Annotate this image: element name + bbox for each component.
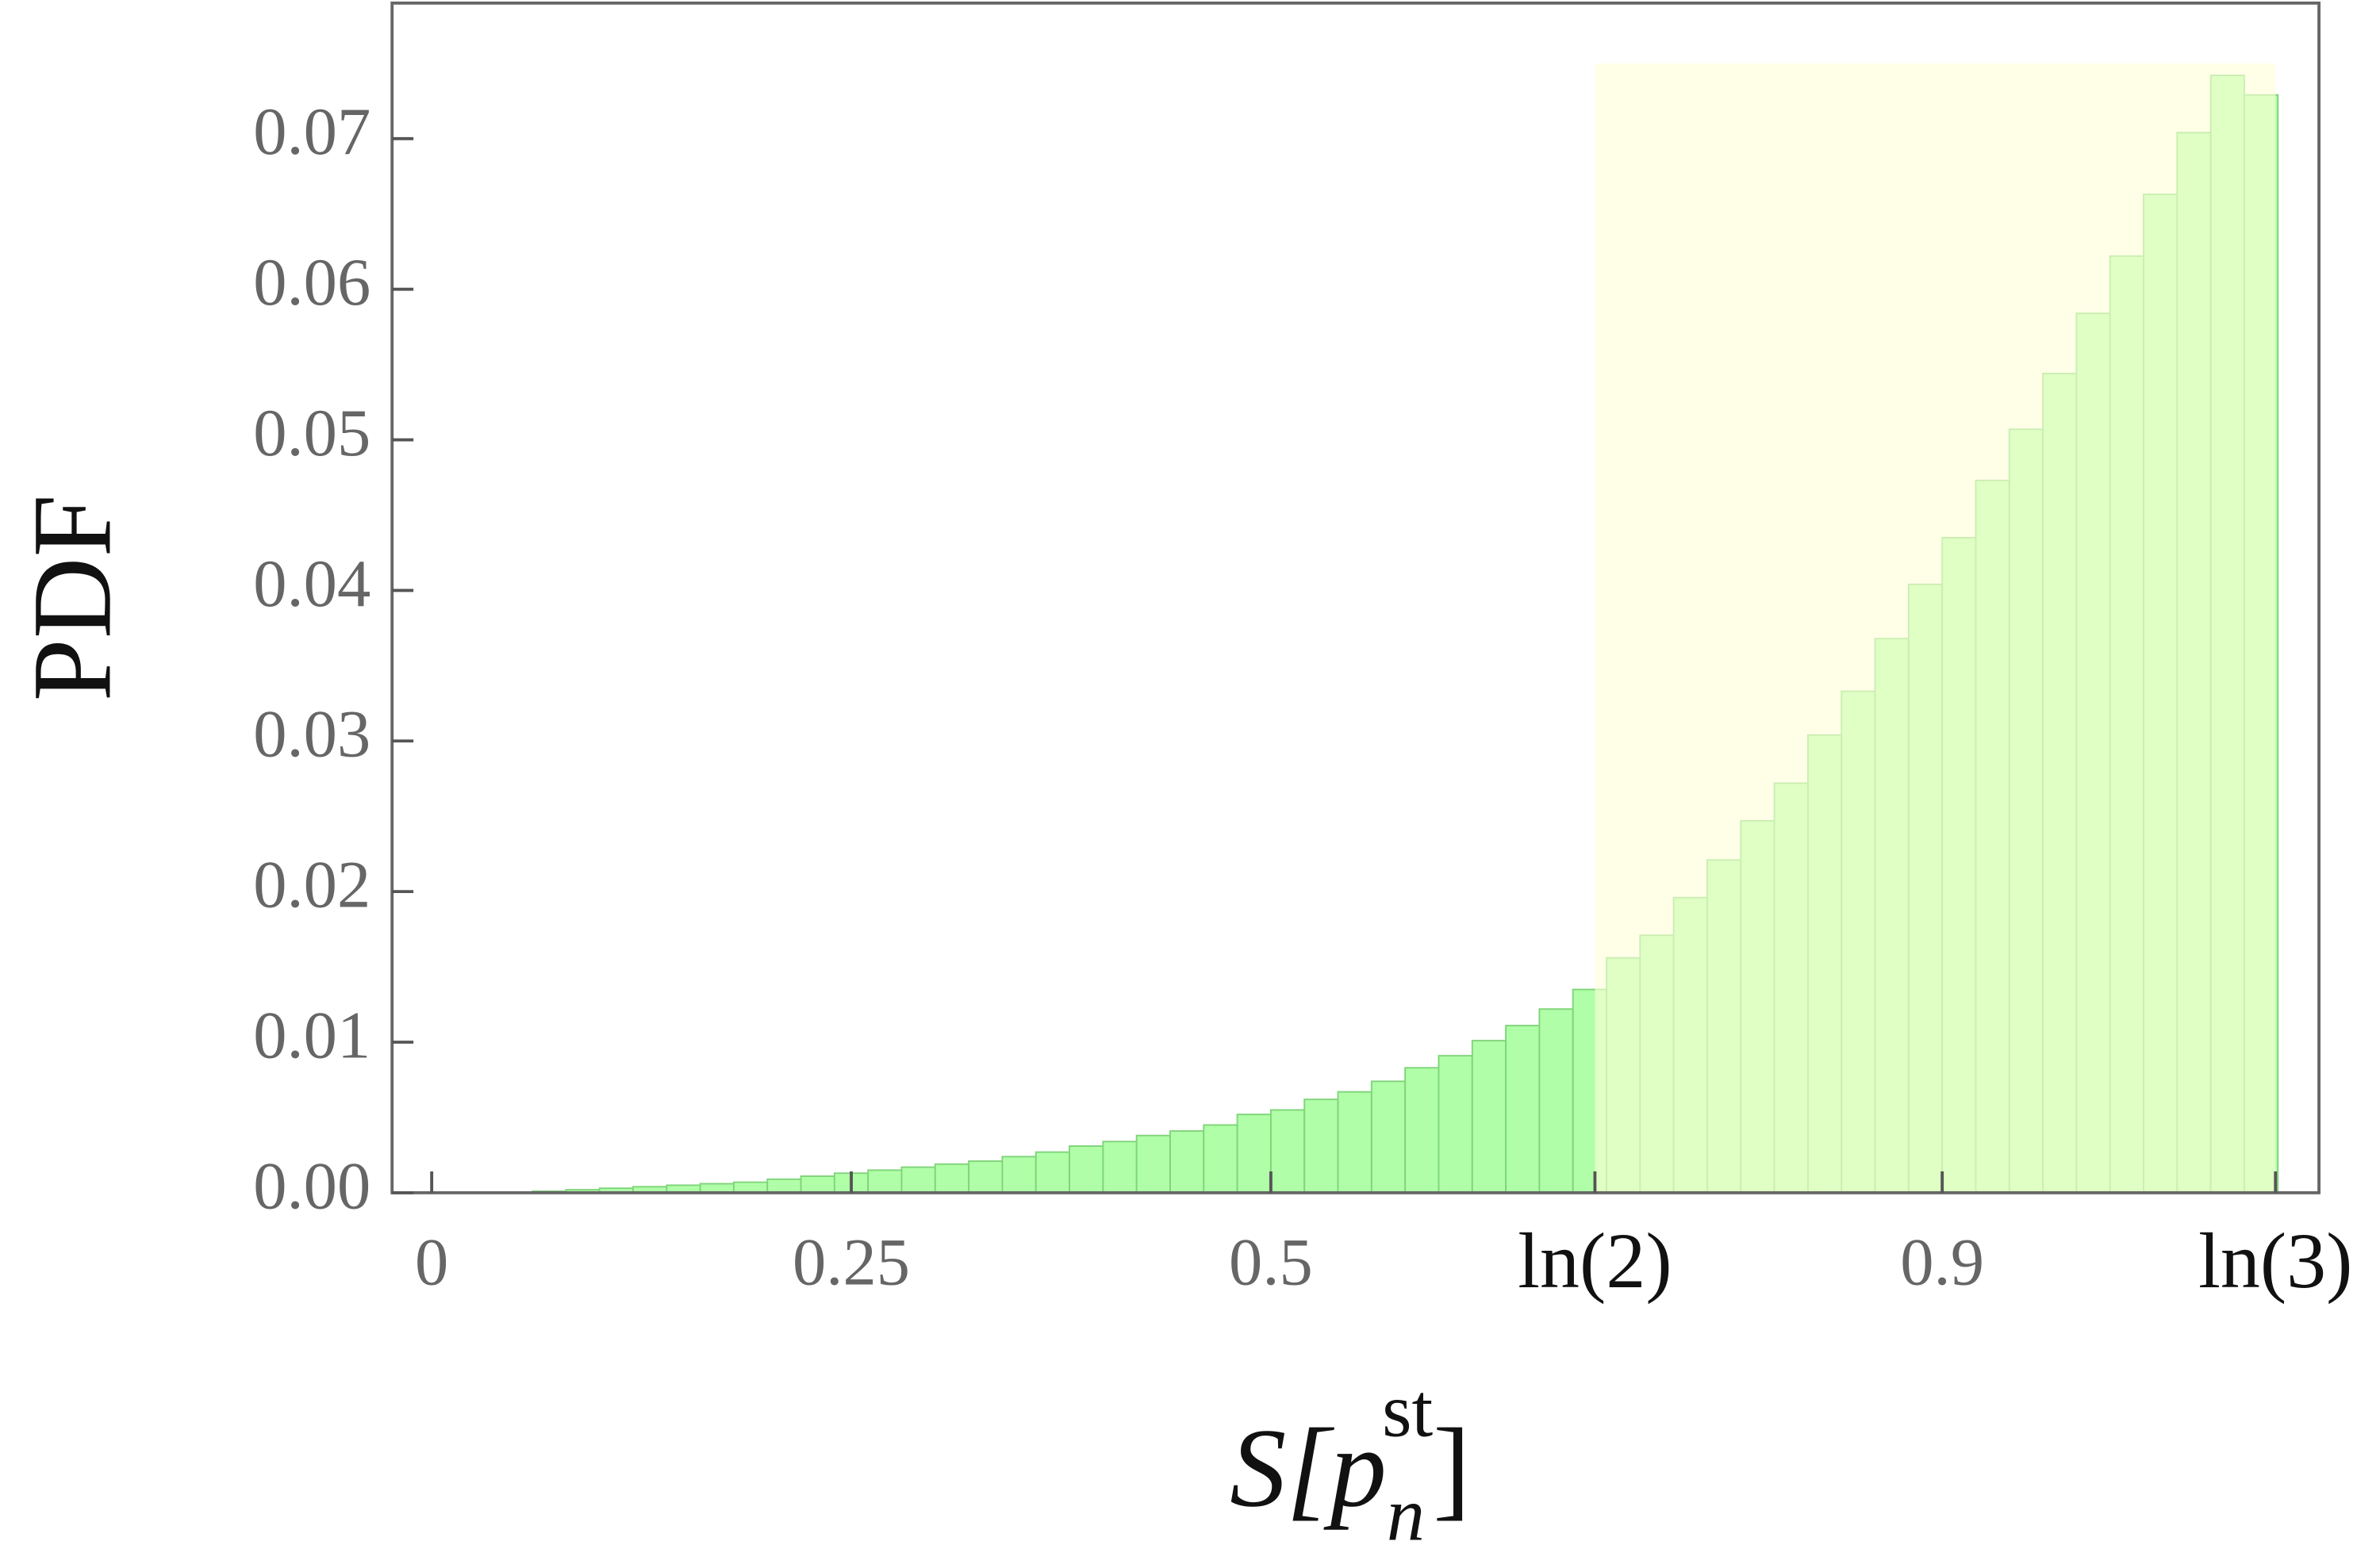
bar [800, 1175, 835, 1194]
x-tick-label: ln(3) [2198, 1217, 2352, 1305]
bar [968, 1160, 1004, 1194]
bar [1102, 1141, 1138, 1194]
x-tick-label: 0.5 [1229, 1225, 1313, 1299]
y-axis-label: PDF [9, 494, 134, 701]
bar [1236, 1114, 1272, 1194]
bar [1404, 1067, 1440, 1194]
bar [1269, 1109, 1306, 1194]
bar [900, 1166, 936, 1194]
x-tick-label: 0.25 [793, 1225, 910, 1299]
bar [1135, 1134, 1171, 1194]
plot-frame [390, 1, 2320, 1194]
x-tick-label: 0.9 [1900, 1225, 1984, 1299]
shaded-region [1595, 63, 2276, 1193]
y-tick-label: 0.04 [253, 547, 370, 621]
bar [1069, 1145, 1104, 1194]
y-tick-label: 0.01 [253, 999, 370, 1072]
x-label-end: ] [1433, 1405, 1470, 1530]
y-tick-label: 0.02 [253, 849, 370, 922]
bar [1337, 1091, 1372, 1194]
bar [1438, 1055, 1473, 1194]
bar [1370, 1080, 1407, 1194]
bar [867, 1169, 903, 1194]
bar [1505, 1025, 1541, 1194]
x-label-sub: n [1387, 1471, 1425, 1556]
bar [1303, 1098, 1339, 1194]
x-axis-label: S[pn st] [1230, 1368, 1470, 1557]
y-tick-label: 0.05 [253, 397, 370, 470]
bar [934, 1163, 970, 1194]
y-tick-label: 0.07 [253, 95, 370, 169]
y-tick-label: 0.03 [253, 698, 370, 772]
x-label-sup: st [1382, 1368, 1433, 1453]
bar [732, 1181, 769, 1194]
x-tick-label: ln(2) [1518, 1217, 1672, 1305]
x-tick-label: 0 [415, 1225, 448, 1299]
bar [1001, 1156, 1037, 1194]
x-label-base: S[p [1230, 1405, 1387, 1530]
y-tick-label: 0.06 [253, 246, 370, 320]
bar [1035, 1151, 1071, 1194]
bar [1471, 1040, 1507, 1194]
bar [1203, 1124, 1238, 1194]
bar [1538, 1008, 1574, 1194]
bar [766, 1178, 802, 1194]
bar [1169, 1130, 1205, 1194]
y-tick-label: 0.00 [253, 1149, 370, 1223]
